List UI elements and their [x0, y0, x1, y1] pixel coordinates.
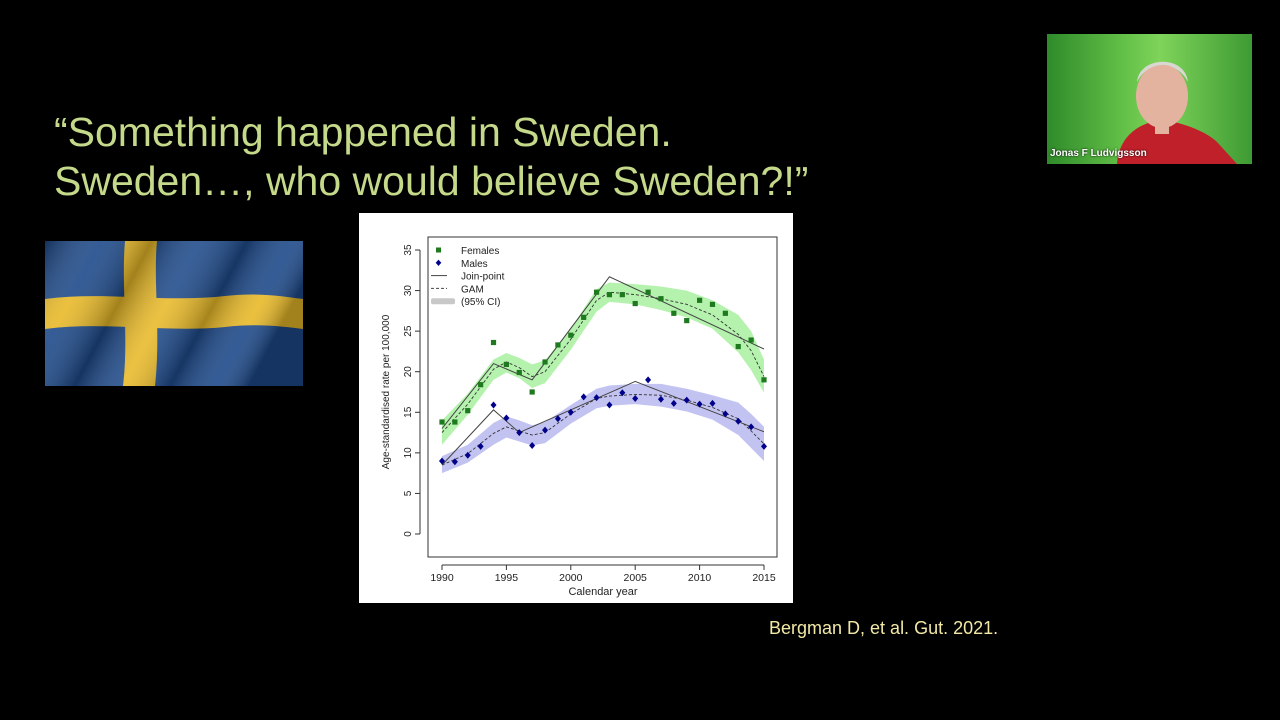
x-tick-label: 1995 [495, 572, 519, 584]
y-axis-label: Age-standardised rate per 100,000 [381, 314, 392, 469]
quote-line-2: Sweden…, who would believe Sweden?!” [54, 158, 809, 204]
legend-label: GAM [461, 284, 484, 295]
x-tick-label: 1990 [430, 572, 454, 584]
females-point [503, 361, 509, 368]
females-point [722, 310, 728, 316]
participant-name: Jonas F Ludvigsson [1050, 148, 1147, 159]
x-tick-label: 2005 [624, 572, 648, 584]
females-point [490, 339, 497, 346]
males-point [567, 408, 574, 416]
participant-avatar [1117, 61, 1237, 164]
males-point [606, 401, 613, 409]
quote-line-1: “Something happened in Sweden. [54, 109, 672, 155]
y-tick-label: 30 [403, 285, 414, 297]
females-point [761, 377, 767, 383]
females-point [516, 369, 522, 376]
males-point [490, 401, 497, 409]
citation-text: Bergman D, et al. Gut. 2021. [769, 618, 999, 638]
axes: 1990 1995 2000 2005 2010 2015 0 5 10 15 20 25 30 35 [403, 244, 776, 584]
females-point [709, 301, 716, 307]
females-point [465, 408, 471, 414]
legend-label: Females [461, 246, 499, 257]
females-point [439, 419, 445, 425]
slide-quote: “Something happened in Sweden. Sweden…, … [54, 108, 808, 206]
legend-label: (95% CI) [461, 297, 500, 308]
males-point [477, 442, 484, 450]
females-point [452, 419, 458, 425]
females-point [658, 296, 664, 302]
males-point [709, 399, 716, 407]
x-axis-label: Calendar year [568, 586, 637, 598]
males-point [696, 400, 703, 408]
males-point [722, 410, 729, 418]
females-point [581, 314, 587, 320]
females-point [632, 300, 638, 307]
males-point [593, 394, 600, 402]
females-point [619, 292, 625, 298]
females-point [568, 332, 574, 338]
incidence-chart: 1990 1995 2000 2005 2010 2015 0 5 10 15 20 25 30 35 F… [359, 213, 793, 603]
females-point [555, 342, 561, 348]
y-tick-label: 10 [403, 447, 414, 459]
males-point [516, 429, 523, 437]
legend-label: Join-point [461, 272, 505, 283]
females-point [542, 359, 548, 365]
y-tick-label: 15 [403, 406, 414, 418]
females-point [697, 297, 703, 303]
males-point [451, 458, 458, 466]
ci-bands [442, 282, 764, 474]
females-point [593, 289, 600, 295]
males-point [645, 376, 652, 384]
legend-label: Males [461, 259, 488, 270]
males-point [439, 457, 445, 465]
males-point [683, 396, 690, 404]
x-tick-label: 2000 [559, 572, 583, 584]
males-point [670, 399, 677, 407]
females-point [671, 310, 677, 316]
females-point [684, 317, 690, 324]
males-ci-band [442, 383, 764, 474]
x-tick-label: 2015 [752, 572, 776, 584]
males-point [657, 395, 664, 403]
y-tick-label: 0 [403, 531, 414, 537]
data-points [439, 289, 767, 466]
females-point [478, 382, 484, 388]
males-point [503, 414, 510, 422]
legend-males-symbol [435, 259, 442, 266]
legend-females-symbol [436, 247, 441, 253]
males-point [554, 415, 561, 423]
swedish-flag-image [45, 241, 303, 386]
plot-frame [427, 236, 778, 558]
males-point [529, 442, 536, 450]
females-point [748, 337, 754, 343]
males-point [464, 451, 471, 459]
females-gam-line [441, 291, 765, 433]
males-point [761, 442, 767, 450]
males-point [542, 426, 549, 434]
males-point [580, 393, 587, 401]
legend-ci-symbol [431, 298, 455, 305]
females-point [529, 389, 535, 395]
participant-video-tile[interactable]: Jonas F Ludvigsson [1047, 34, 1252, 164]
y-tick-label: 35 [403, 244, 414, 256]
males-point [735, 417, 742, 425]
females-point [606, 292, 613, 298]
males-point [748, 423, 755, 431]
y-tick-label: 5 [403, 490, 414, 496]
females-point [645, 289, 651, 295]
y-tick-label: 25 [403, 325, 414, 337]
x-tick-label: 2010 [688, 572, 712, 584]
males-point [632, 394, 639, 402]
females-point [735, 343, 741, 350]
males-point [619, 389, 626, 397]
y-tick-label: 20 [403, 366, 414, 378]
